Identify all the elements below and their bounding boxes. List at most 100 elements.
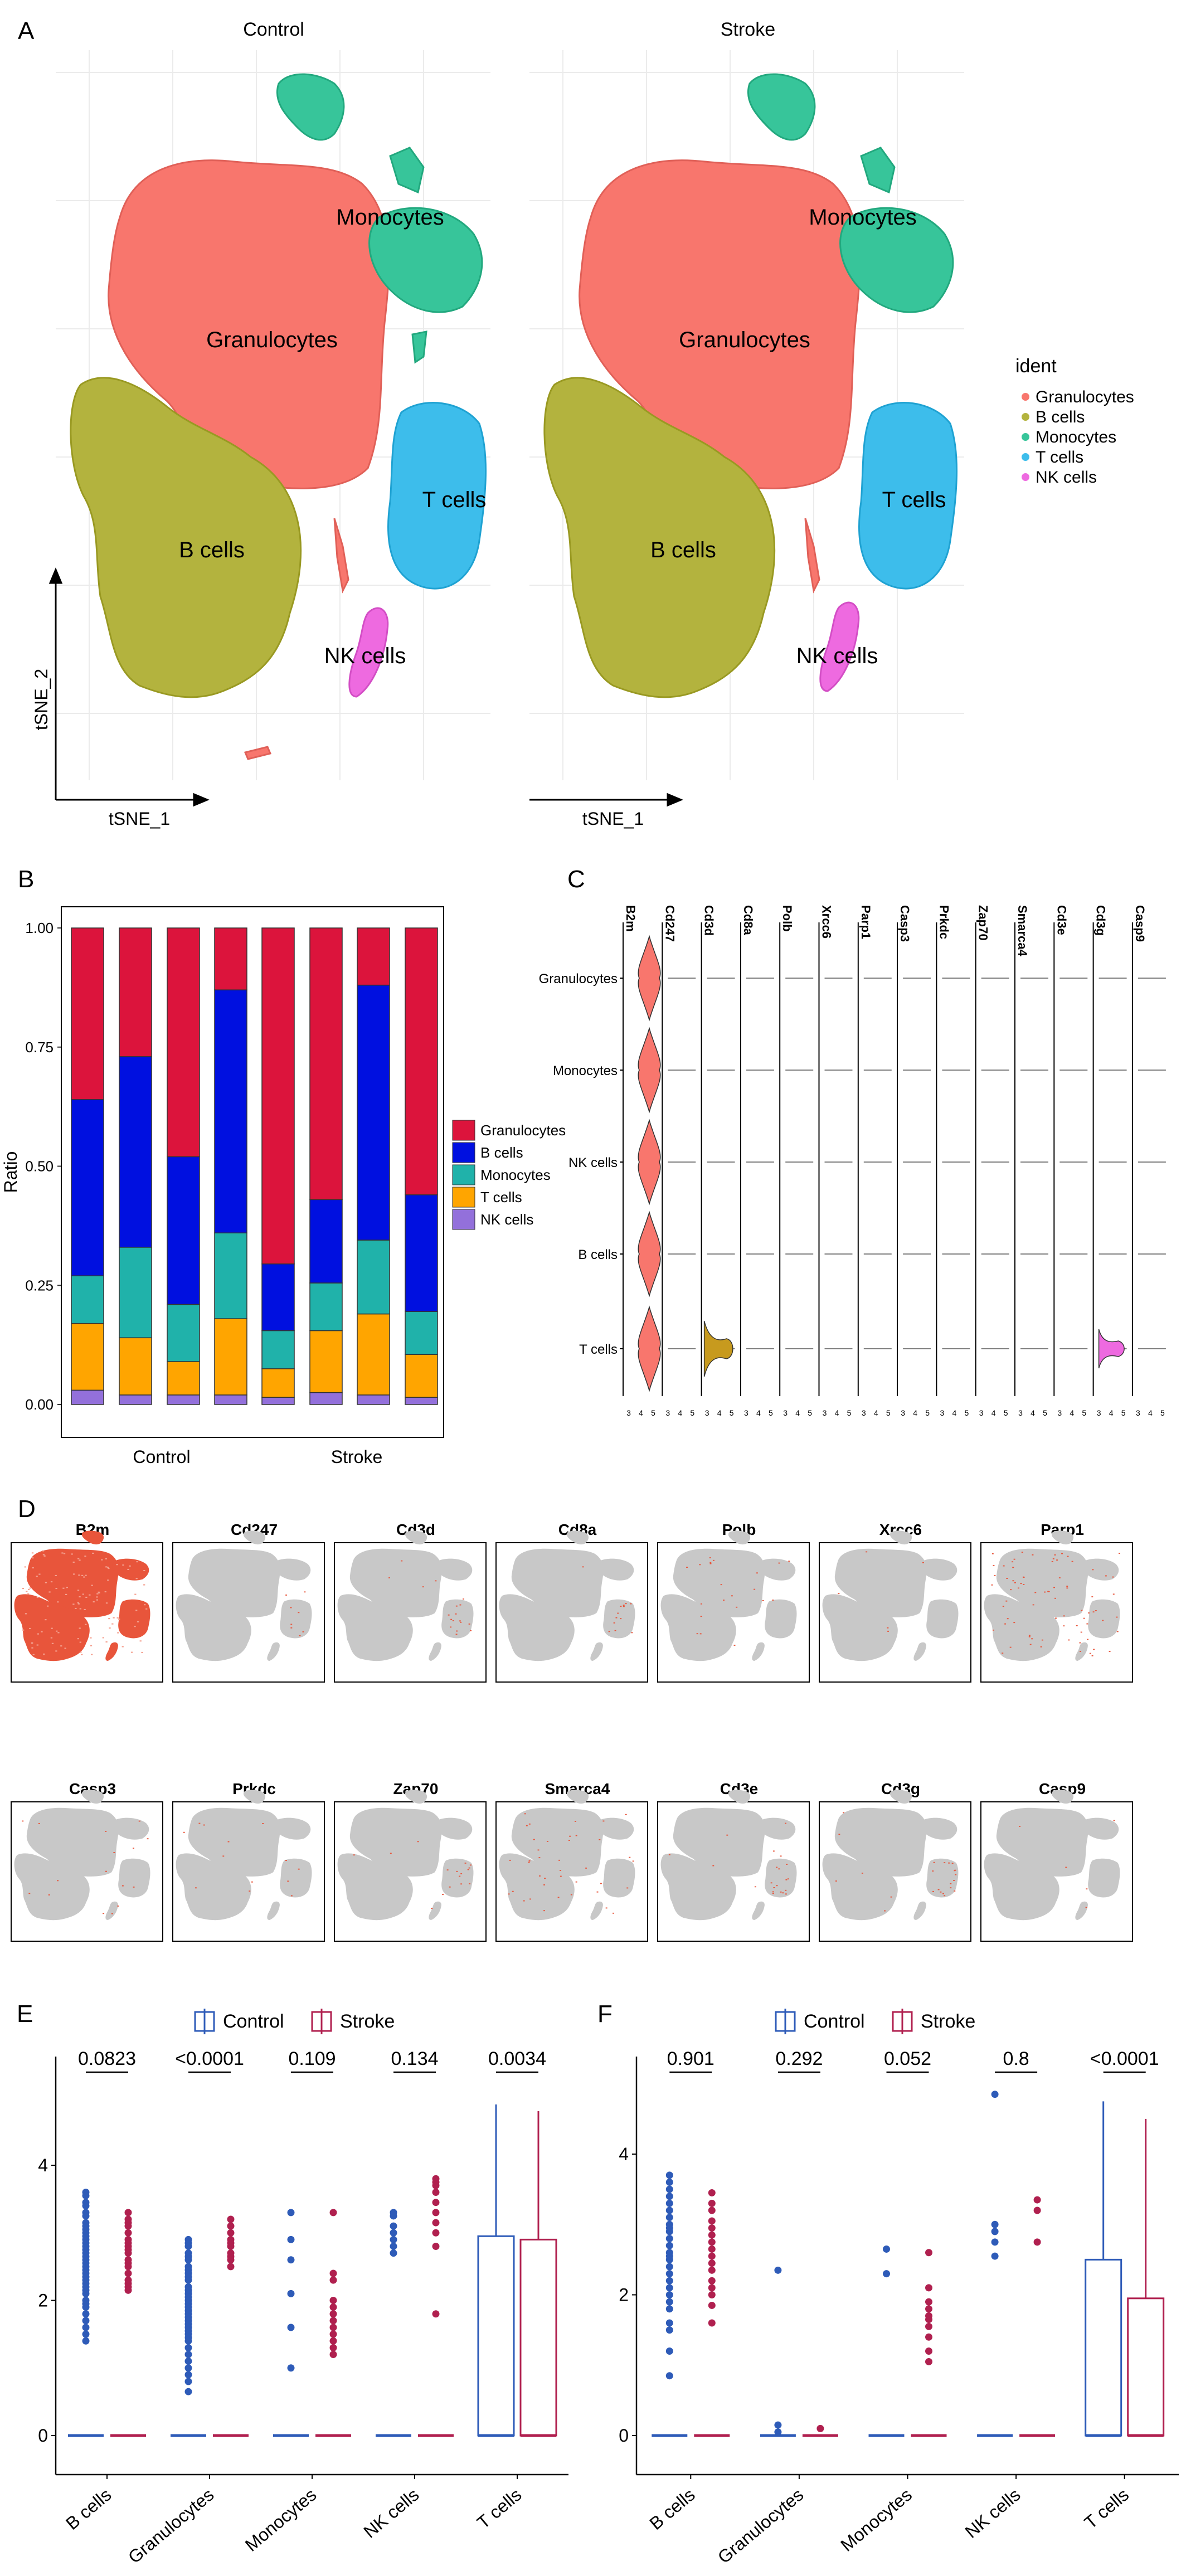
expression-dot: [1019, 1826, 1021, 1827]
outlier-point-control: [184, 2344, 192, 2351]
expression-dot: [1052, 1558, 1054, 1559]
feature-map: [660, 1790, 797, 1921]
gene-label-parp1: Parp1: [859, 905, 873, 939]
panel-letter-f: F: [597, 2000, 613, 2028]
expression-dot: [435, 1580, 437, 1582]
x-tick-label: 5: [1121, 1408, 1126, 1417]
expression-dot: [1061, 1553, 1063, 1554]
expression-dot: [524, 1813, 526, 1815]
expression-dot: [51, 1642, 54, 1644]
expression-dot: [529, 1898, 532, 1900]
expression-dot: [1105, 1575, 1107, 1577]
cluster-shape: [603, 1858, 635, 1898]
expression-dot: [79, 1596, 81, 1598]
outlier-point-control: [82, 2330, 90, 2338]
y-tick-label: 0.75: [25, 1039, 54, 1056]
cluster-shape: [405, 1790, 427, 1804]
bar-segment-nk-cells: [261, 1397, 295, 1405]
outlier-point-control: [665, 2171, 673, 2179]
outlier-point-stroke: [227, 2222, 235, 2230]
expression-dot: [1040, 1646, 1042, 1647]
expression-dot: [456, 1870, 458, 1872]
legend-label: Monocytes: [480, 1167, 551, 1183]
outlier-point-control: [82, 2337, 90, 2345]
outlier-point-stroke: [329, 2276, 337, 2284]
pvalue-label: 0.0034: [488, 2048, 546, 2069]
expression-dot: [45, 1582, 47, 1583]
legend-label-control: Control: [804, 2011, 865, 2032]
expression-dot: [32, 1654, 35, 1655]
expression-dot: [111, 1913, 113, 1914]
bar-segment-t-cells: [119, 1337, 152, 1396]
outlier-point-control: [287, 2290, 295, 2297]
outlier-point-control: [665, 2179, 673, 2186]
expression-dot: [723, 1600, 725, 1601]
expression-dot: [538, 1875, 541, 1877]
expression-dot: [575, 1821, 576, 1822]
cluster-shape: [441, 1858, 474, 1898]
expression-dot: [1092, 1569, 1094, 1571]
expression-dot: [991, 1553, 994, 1554]
x-tick-label: 4: [717, 1408, 722, 1417]
expression-dot: [36, 1644, 38, 1646]
cluster-shape: [1051, 1530, 1074, 1545]
cluster-shape: [926, 1599, 959, 1639]
cluster-shape: [405, 1530, 427, 1545]
expression-dot: [133, 1886, 135, 1888]
cluster-shape: [105, 1642, 118, 1661]
expression-dot: [31, 1647, 33, 1649]
expression-dot: [1116, 1631, 1119, 1632]
expression-dot: [1112, 1576, 1114, 1578]
outlier-point-control: [665, 2277, 673, 2285]
celltype-label: Monocytes: [553, 1063, 618, 1078]
outlier-point-stroke: [816, 2424, 824, 2432]
x-tick-label: Granulocytes: [714, 2485, 808, 2568]
expression-dot: [79, 1641, 81, 1643]
outlier-point-control: [991, 2238, 999, 2246]
bar-segment-nk-cells: [119, 1394, 152, 1405]
expression-dot: [1071, 1561, 1073, 1562]
expression-dot: [585, 1867, 587, 1869]
expression-dot: [388, 1577, 391, 1578]
gene-label-smarca4: Smarca4: [1015, 905, 1029, 957]
expression-dot: [948, 1862, 950, 1864]
x-tick-label: 4: [991, 1408, 996, 1417]
expression-dot: [77, 1590, 80, 1591]
cluster-shape: [889, 1790, 912, 1804]
outlier-point-stroke: [227, 2215, 235, 2223]
expression-dot: [46, 1605, 49, 1607]
expression-dot: [1010, 1589, 1012, 1591]
expression-dot: [45, 1619, 47, 1621]
expression-dot: [544, 1878, 546, 1879]
pvalue-label: 0.8: [1003, 2048, 1029, 2069]
cluster-shape: [759, 1558, 796, 1581]
outlier-point-control: [287, 2364, 295, 2372]
granulocytes-fragment: [804, 518, 820, 594]
pvalue-label: 0.052: [884, 2048, 931, 2069]
expression-dot: [712, 1865, 714, 1867]
panel-letter-c: C: [567, 866, 585, 893]
box-control: [477, 2235, 515, 2437]
expression-dot: [1085, 1907, 1087, 1908]
stacked-bars: [71, 927, 438, 1405]
legend-swatch: [452, 1164, 475, 1185]
outlier-point-control: [991, 2228, 999, 2235]
pvalue-label: <0.0001: [1090, 2048, 1159, 2069]
y-tick-label: 2: [619, 2285, 629, 2305]
expression-dot: [85, 1624, 87, 1625]
panel-b: B 0.00 0.25 0.50 0.75 1.00 Ratio Control Str…: [1, 866, 566, 1467]
bar-segment-nk-cells: [214, 1394, 247, 1405]
expression-dot: [143, 1569, 145, 1572]
monocytes-cluster: [839, 207, 954, 313]
outlier-point-stroke: [925, 2333, 932, 2341]
expression-dot: [887, 1630, 889, 1632]
legend-dot-monocytes: [1022, 433, 1029, 441]
cluster-shape: [280, 1599, 312, 1639]
expression-dot: [843, 1812, 845, 1814]
expression-dot: [56, 1630, 58, 1632]
tsne-clusters-control: [70, 73, 487, 760]
cluster-shape: [920, 1558, 957, 1581]
cluster-shape: [118, 1858, 150, 1898]
expression-dot: [1089, 1652, 1091, 1654]
expression-dot: [884, 1910, 886, 1912]
